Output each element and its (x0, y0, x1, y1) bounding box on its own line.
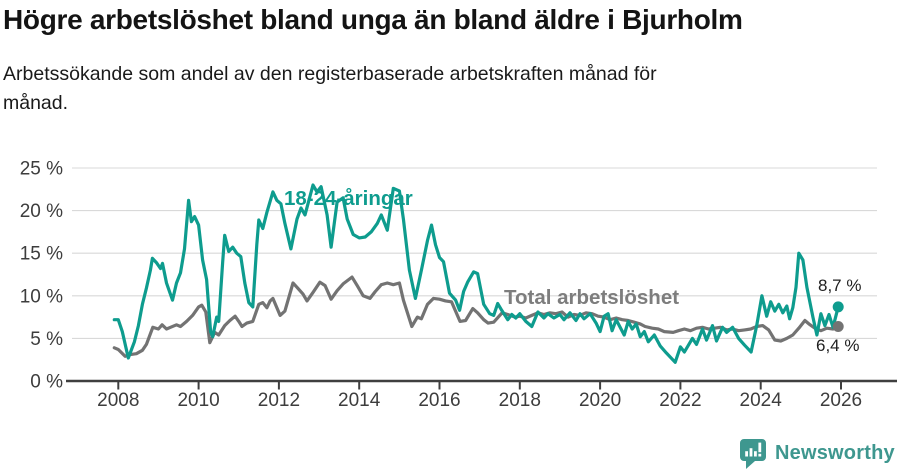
series-label-18-24: 18-24-åringar (284, 187, 413, 210)
logo-bar-2 (749, 448, 753, 457)
y-tick-label: 10 % (20, 286, 63, 307)
x-tick-label: 2014 (338, 390, 381, 411)
newsworthy-wordmark: Newsworthy (775, 442, 895, 464)
newsworthy-logo: Newsworthy (739, 438, 895, 469)
logo-bar-3 (754, 451, 757, 457)
end-value-label-18-24: 8,7 % (818, 276, 862, 295)
y-tick-label: 0 % (30, 372, 63, 393)
x-tick-label: 2026 (820, 390, 862, 411)
x-tick-label: 2008 (97, 390, 139, 411)
x-tick-label: 2010 (177, 390, 219, 411)
end-value-label-total: 6,4 % (816, 336, 860, 355)
series-label-total: Total arbetslöshet (504, 286, 680, 309)
logo-exclamation-bar (758, 442, 762, 453)
x-tick-label: 2024 (740, 390, 783, 411)
logo-bar-1 (745, 451, 748, 457)
x-tick-label: 2018 (499, 390, 541, 411)
x-tick-label: 2022 (659, 390, 701, 411)
y-tick-label: 25 % (20, 159, 63, 180)
series-line-total (112, 275, 840, 358)
end-dot-total (832, 321, 844, 332)
series-line-18-24 (112, 183, 840, 364)
x-tick-label: 2016 (418, 390, 460, 411)
y-tick-label: 20 % (20, 201, 63, 222)
logo-exclamation-dot (758, 453, 762, 457)
x-tick-label: 2020 (579, 390, 621, 411)
end-dot-18-24 (832, 301, 844, 313)
x-tick-label: 2012 (258, 390, 300, 411)
chart-subtitle: Arbetssökande som andel av den registerb… (3, 63, 657, 114)
y-tick-label: 5 % (30, 329, 63, 350)
page-title: Högre arbetslöshet bland unga än bland ä… (3, 4, 743, 35)
y-tick-label: 15 % (20, 244, 63, 265)
newsworthy-icon (740, 439, 766, 469)
